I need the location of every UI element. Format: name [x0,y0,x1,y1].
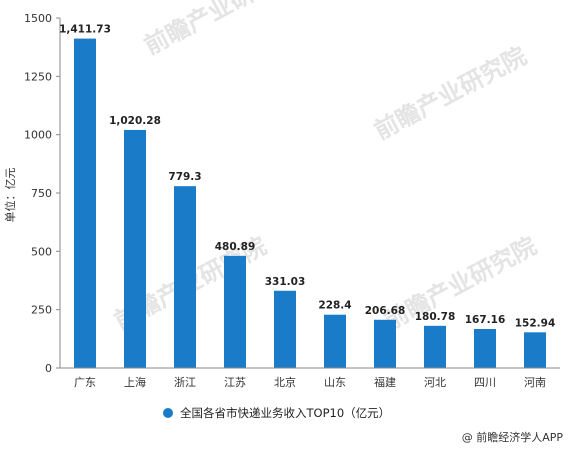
data-labels: 1,411.73 1,020.28 779.3 480.89 331.03 228.4 20… [59,24,555,330]
bars [74,38,546,368]
bar [74,38,96,368]
y-tick-label: 0 [45,362,52,375]
bar [524,332,546,368]
data-label: 331.03 [265,276,306,288]
x-tick-label: 河南 [524,376,546,389]
x-tick-label: 江苏 [224,376,246,389]
data-label: 228.4 [318,300,351,312]
x-tick-label: 广东 [74,376,96,389]
x-tick-label: 四川 [474,376,496,389]
bar [274,290,296,368]
x-tick-label: 北京 [274,375,296,389]
bar [424,325,446,368]
y-tick-label: 1250 [24,70,52,83]
x-tick-label: 浙江 [174,376,196,389]
y-axis: 0 250 500 750 1000 1250 1500 [24,12,61,375]
y-tick-label: 750 [31,187,52,200]
y-tick-label: 250 [31,304,52,317]
data-label: 180.78 [415,311,456,323]
x-tick-label: 山东 [324,376,346,389]
data-label: 152.94 [515,317,556,329]
x-axis: 广东 上海 浙江 江苏 北京 山东 福建 河北 四川 河南 [60,367,560,389]
bar [174,186,196,368]
y-axis-title: 单位：亿元 [3,168,17,223]
data-label: 1,020.28 [109,115,161,127]
data-label: 167.16 [465,314,506,326]
y-tick-label: 1000 [24,129,52,142]
bar [124,129,146,368]
legend-marker [163,408,173,418]
x-tick-label: 福建 [374,375,396,389]
data-label: 206.68 [365,305,406,317]
legend: 全国各省市快递业务收入TOP10（亿元） [163,406,390,420]
x-tick-label: 上海 [124,375,146,389]
bar [224,255,246,368]
bar [324,314,346,368]
x-tick-label: 河北 [424,376,446,389]
data-label: 779.3 [168,171,201,183]
watermark-2: 前瞻产业研究院 [370,42,531,146]
y-tick-label: 1500 [24,12,52,25]
source-credit: @ 前瞻经济学人APP [462,430,564,444]
y-tick-label: 500 [31,245,52,258]
watermark-1: 前瞻产业研究院 [140,0,301,60]
data-label: 1,411.73 [59,24,111,36]
legend-label: 全国各省市快递业务收入TOP10（亿元） [180,406,390,420]
bar [474,328,496,368]
data-label: 480.89 [215,241,256,253]
bar [374,319,396,368]
